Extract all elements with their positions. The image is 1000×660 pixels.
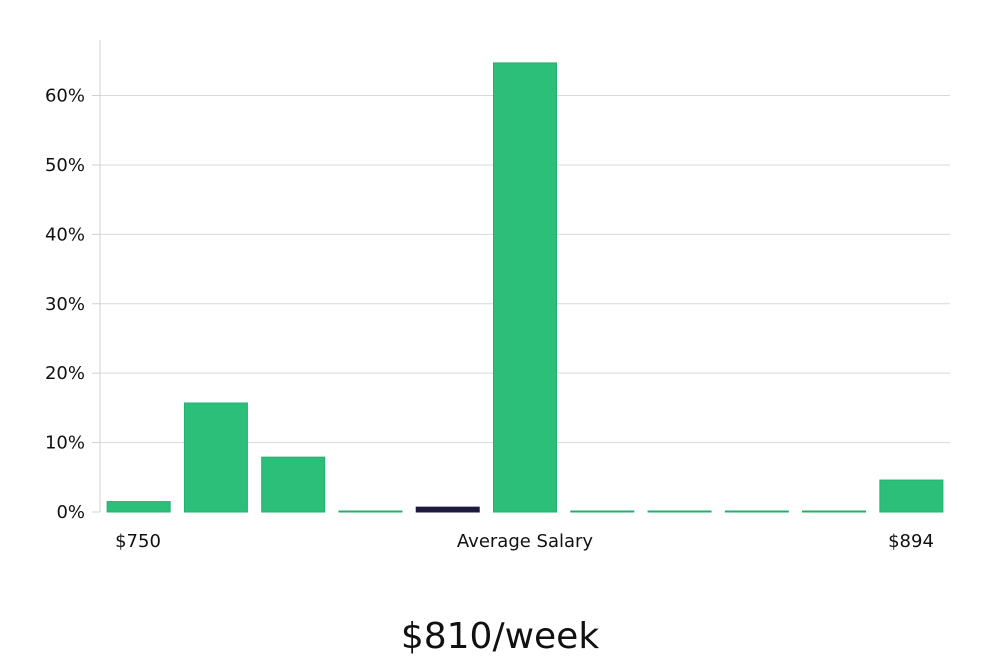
y-tick-label: 50%: [45, 155, 85, 176]
bar: [183, 402, 248, 513]
bar: [261, 456, 326, 513]
y-tick-label: 20%: [45, 363, 85, 384]
y-tick-label: 30%: [45, 294, 85, 315]
y-tick-label: 40%: [45, 224, 85, 245]
y-tick-label: 10%: [45, 433, 85, 454]
x-axis-left-label: $750: [115, 531, 161, 552]
x-axis-center-label: Average Salary: [457, 531, 594, 552]
y-axis-group: 0% 10% 20% 30% 40% 50% 60%: [45, 40, 101, 523]
bars-group: [106, 62, 944, 513]
bar: [106, 501, 171, 513]
x-axis-right-label: $894: [888, 531, 934, 552]
y-tick-label: 0%: [56, 502, 85, 523]
bar: [338, 510, 403, 513]
bar: [570, 510, 635, 513]
bar: [647, 510, 712, 513]
bottom-salary-value: $810/week: [401, 616, 599, 657]
bar: [879, 479, 944, 513]
bar: [724, 510, 789, 513]
bar: [493, 62, 557, 513]
bar: [802, 510, 867, 513]
highlight-bar: [415, 506, 480, 513]
y-tick-label: 60%: [45, 86, 85, 107]
